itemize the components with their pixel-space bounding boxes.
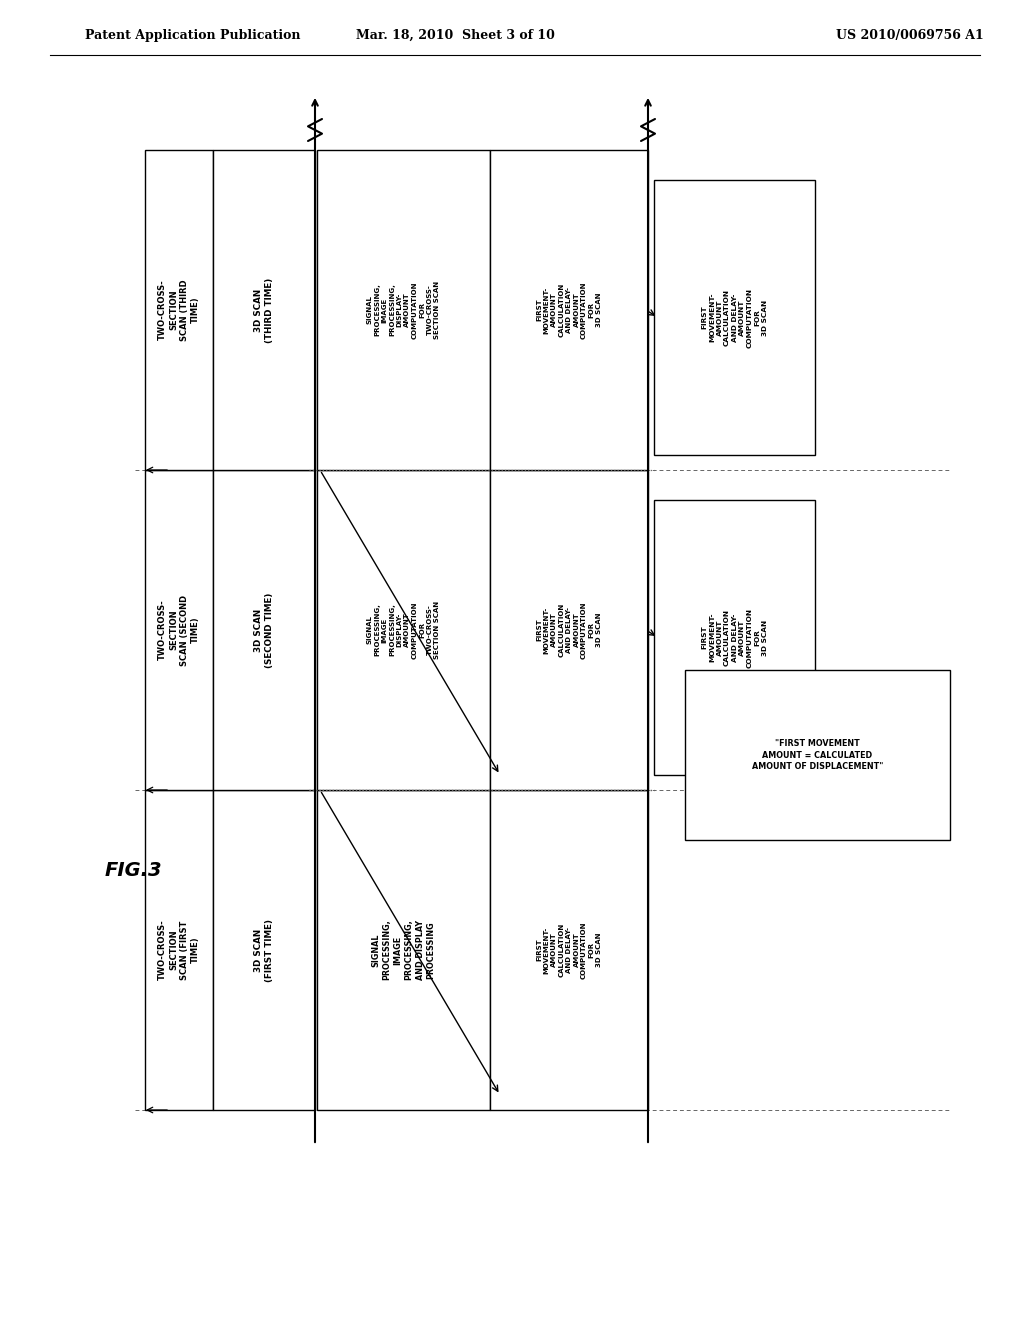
FancyBboxPatch shape — [490, 470, 648, 789]
Text: "FIRST MOVEMENT
AMOUNT = CALCULATED
AMOUNT OF DISPLACEMENT": "FIRST MOVEMENT AMOUNT = CALCULATED AMOU… — [752, 739, 883, 771]
FancyBboxPatch shape — [317, 789, 490, 1110]
FancyBboxPatch shape — [654, 500, 815, 775]
FancyBboxPatch shape — [213, 789, 315, 1110]
FancyBboxPatch shape — [317, 470, 490, 789]
Text: 3D SCAN
(FIRST TIME): 3D SCAN (FIRST TIME) — [254, 919, 274, 982]
FancyBboxPatch shape — [654, 180, 815, 455]
Text: FIRST
MOVEMENT-
AMOUNT
CALCULATION
AND DELAY-
AMOUNT
COMPUTATION
FOR
3D SCAN: FIRST MOVEMENT- AMOUNT CALCULATION AND D… — [536, 921, 602, 978]
FancyBboxPatch shape — [685, 671, 950, 840]
Text: FIRST
MOVEMENT-
AMOUNT
CALCULATION
AND DELAY-
AMOUNT
COMPUTATION
FOR
3D SCAN: FIRST MOVEMENT- AMOUNT CALCULATION AND D… — [701, 288, 768, 347]
FancyBboxPatch shape — [317, 150, 490, 470]
Text: Patent Application Publication: Patent Application Publication — [85, 29, 300, 41]
Text: SIGNAL
PROCESSING,
IMAGE
PROCESSING,
DISPLAY-
AMOUNT
COMPUTATION
FOR
TWO-CROSS-
: SIGNAL PROCESSING, IMAGE PROCESSING, DIS… — [367, 601, 440, 659]
Text: 3D SCAN
(THIRD TIME): 3D SCAN (THIRD TIME) — [254, 277, 274, 343]
Text: TWO-CROSS-
SECTION
SCAN (THIRD
TIME): TWO-CROSS- SECTION SCAN (THIRD TIME) — [158, 280, 200, 341]
FancyBboxPatch shape — [145, 789, 213, 1110]
Text: Mar. 18, 2010  Sheet 3 of 10: Mar. 18, 2010 Sheet 3 of 10 — [355, 29, 554, 41]
FancyBboxPatch shape — [490, 150, 648, 470]
FancyBboxPatch shape — [213, 150, 315, 470]
FancyBboxPatch shape — [490, 789, 648, 1110]
Text: FIRST
MOVEMENT-
AMOUNT
CALCULATION
AND DELAY-
AMOUNT
COMPUTATION
FOR
3D SCAN: FIRST MOVEMENT- AMOUNT CALCULATION AND D… — [536, 281, 602, 339]
Text: TWO-CROSS-
SECTION
SCAN (FIRST
TIME): TWO-CROSS- SECTION SCAN (FIRST TIME) — [158, 920, 200, 981]
Text: FIRST
MOVEMENT-
AMOUNT
CALCULATION
AND DELAY-
AMOUNT
COMPUTATION
FOR
3D SCAN: FIRST MOVEMENT- AMOUNT CALCULATION AND D… — [701, 607, 768, 668]
Text: FIG.3: FIG.3 — [105, 861, 163, 879]
Text: US 2010/0069756 A1: US 2010/0069756 A1 — [837, 29, 984, 41]
Text: 3D SCAN
(SECOND TIME): 3D SCAN (SECOND TIME) — [254, 593, 274, 668]
FancyBboxPatch shape — [213, 470, 315, 789]
Text: SIGNAL
PROCESSING,
IMAGE
PROCESSING,
DISPLAY-
AMOUNT
COMPUTATION
FOR
TWO-CROSS-
: SIGNAL PROCESSING, IMAGE PROCESSING, DIS… — [367, 281, 440, 339]
Text: FIRST
MOVEMENT-
AMOUNT
CALCULATION
AND DELAY-
AMOUNT
COMPUTATION
FOR
3D SCAN: FIRST MOVEMENT- AMOUNT CALCULATION AND D… — [536, 601, 602, 659]
FancyBboxPatch shape — [145, 470, 213, 789]
FancyBboxPatch shape — [145, 150, 213, 470]
Text: TWO-CROSS-
SECTION
SCAN (SECOND
TIME): TWO-CROSS- SECTION SCAN (SECOND TIME) — [158, 594, 200, 665]
Text: SIGNAL
PROCESSING,
IMAGE
PROCESSING,
AND DISPLAY
PROCESSING: SIGNAL PROCESSING, IMAGE PROCESSING, AND… — [372, 920, 436, 981]
